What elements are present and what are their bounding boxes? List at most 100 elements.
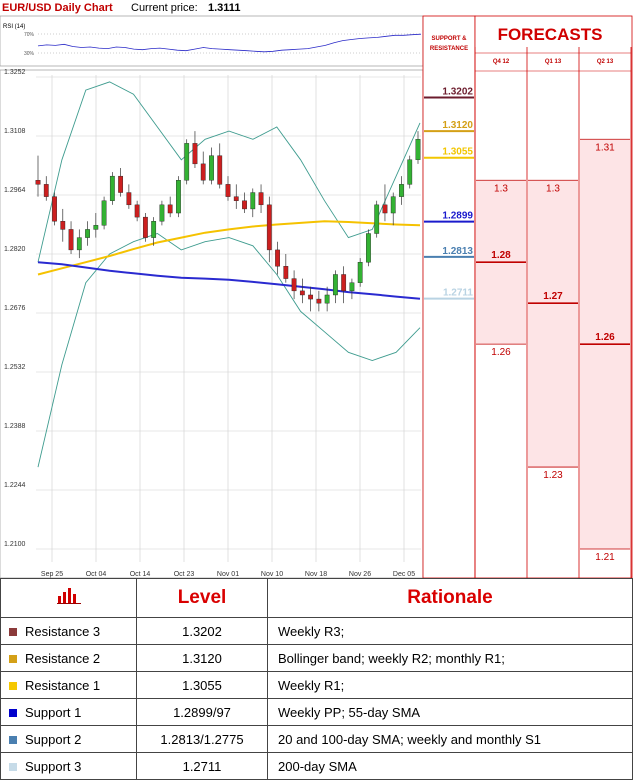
y-tick-label: 1.2964 bbox=[4, 187, 26, 194]
color-swatch bbox=[9, 628, 17, 637]
table-row: Support 3 1.2711 200-day SMA bbox=[0, 752, 633, 780]
rationale-cell: Weekly PP; 55-day SMA bbox=[267, 698, 633, 726]
chart-area: EUR/USD Daily Chart Current price: 1.311… bbox=[0, 2, 633, 578]
forecast-mark-label: 1.3 bbox=[494, 183, 508, 194]
candle-body bbox=[217, 155, 223, 185]
level-value-cell: 1.2813/1.2775 bbox=[136, 725, 268, 753]
level-name: Support 3 bbox=[25, 758, 82, 774]
color-swatch bbox=[9, 655, 17, 664]
bollinger-upper-line bbox=[37, 81, 421, 263]
candle-body bbox=[233, 196, 239, 201]
forecast-mark-label: 1.28 bbox=[491, 250, 511, 261]
level-label: 1.3055 bbox=[442, 147, 473, 158]
sma-200-line bbox=[37, 261, 421, 300]
table-row: Support 1 1.2899/97 Weekly PP; 55-day SMA bbox=[0, 698, 633, 726]
x-tick-label: Nov 01 bbox=[217, 571, 239, 578]
rationale-cell: 20 and 100-day SMA; weekly and monthly S… bbox=[267, 725, 633, 753]
candle-body bbox=[101, 200, 107, 226]
level-name-cell: Resistance 3 bbox=[0, 617, 137, 645]
color-swatch bbox=[9, 709, 17, 718]
level-label: 1.2711 bbox=[443, 288, 473, 299]
candle-body bbox=[275, 249, 280, 267]
table-row: Resistance 2 1.3120 Bollinger band; weekly… bbox=[0, 644, 633, 672]
level-name: Resistance 2 bbox=[25, 650, 101, 666]
candle-body bbox=[316, 298, 322, 304]
y-tick-label: 1.3108 bbox=[4, 128, 26, 135]
forecast-mark-label: 1.26 bbox=[491, 347, 511, 358]
y-tick-label: 1.2388 bbox=[4, 423, 26, 430]
level-value-cell: 1.3202 bbox=[136, 617, 268, 645]
candle-body bbox=[126, 192, 132, 206]
x-tick-label: Oct 04 bbox=[86, 571, 107, 578]
bar-chart-icon bbox=[0, 578, 137, 618]
candle-body bbox=[415, 139, 421, 160]
table-header-row: Level Rationale bbox=[0, 578, 633, 618]
candle-body bbox=[283, 266, 289, 279]
y-tick-label: 1.3252 bbox=[4, 69, 26, 76]
candle-body bbox=[332, 274, 338, 296]
level-name-cell: Resistance 1 bbox=[0, 671, 137, 699]
candle-body bbox=[52, 196, 57, 222]
forecast-mark-label: 1.27 bbox=[543, 291, 563, 302]
y-tick-label: 1.2532 bbox=[4, 364, 26, 371]
y-tick-label: 1.2676 bbox=[4, 305, 26, 312]
level-label: 1.3120 bbox=[442, 120, 473, 131]
rsi-tick-70: 70% bbox=[24, 32, 35, 38]
candle-body bbox=[200, 163, 206, 181]
candle-body bbox=[250, 192, 256, 210]
level-label: 1.2813 bbox=[442, 246, 473, 257]
rationale-cell: Weekly R3; bbox=[267, 617, 633, 645]
candle-body bbox=[76, 237, 82, 251]
level-name-cell: Support 3 bbox=[0, 752, 137, 780]
color-swatch bbox=[9, 763, 17, 772]
candle-body bbox=[341, 274, 347, 292]
candle-body bbox=[118, 175, 124, 193]
rsi-label: RSI (14) bbox=[3, 24, 25, 30]
candle-body bbox=[324, 294, 330, 304]
candle-body bbox=[192, 143, 198, 165]
candle-body bbox=[134, 204, 140, 218]
candle-body bbox=[142, 216, 148, 238]
candle-body bbox=[357, 261, 363, 283]
forecast-mark-label: 1.31 bbox=[595, 142, 615, 153]
candle-body bbox=[258, 192, 264, 206]
level-markers: 1.3202 1.3120 1.3055 1.2899 1.2813 1.2711 bbox=[424, 86, 474, 300]
x-tick-label: Dec 05 bbox=[393, 571, 415, 578]
candle-body bbox=[68, 229, 74, 251]
candle-body bbox=[299, 290, 305, 296]
candle-body bbox=[242, 200, 247, 210]
level-name-cell: Support 1 bbox=[0, 698, 137, 726]
candle-body bbox=[93, 225, 99, 230]
chart-title: EUR/USD Daily Chart bbox=[2, 2, 113, 14]
candles bbox=[35, 131, 421, 312]
forecast-range-box bbox=[528, 180, 578, 468]
candle-body bbox=[407, 159, 413, 185]
sr-panel bbox=[422, 15, 476, 578]
bollinger-lower-line bbox=[37, 233, 421, 468]
forecast-title: FORECASTS bbox=[498, 25, 603, 44]
color-swatch bbox=[9, 682, 17, 691]
candle-body bbox=[266, 204, 272, 251]
level-label: 1.3202 bbox=[442, 86, 473, 97]
candle-body bbox=[159, 204, 165, 222]
forecast-mark-label: 1.26 bbox=[595, 332, 615, 343]
rsi-panel bbox=[0, 15, 424, 67]
main-chart-panel bbox=[0, 69, 424, 578]
x-tick-label: Nov 18 bbox=[305, 571, 327, 578]
sma-55-line bbox=[37, 220, 421, 276]
moving-averages bbox=[37, 220, 421, 300]
candle-body bbox=[349, 282, 355, 292]
candle-body bbox=[184, 143, 190, 181]
x-tick-label: Oct 14 bbox=[130, 571, 151, 578]
candle-body bbox=[176, 180, 181, 214]
forecast-columns: Q4 12 1.3 1.28 1.26 Q1 13 1.3 1.27 1.23 Q2 13 1.3… bbox=[474, 47, 632, 578]
y-tick-label: 1.2100 bbox=[4, 541, 26, 548]
x-tick-label: Nov 10 bbox=[261, 571, 283, 578]
y-tick-label: 1.2820 bbox=[4, 246, 26, 253]
level-value-cell: 1.2711 bbox=[136, 752, 268, 780]
candle-body bbox=[167, 204, 173, 214]
candle-body bbox=[366, 233, 371, 263]
forecast-col-label: Q4 12 bbox=[493, 59, 510, 65]
level-value-cell: 1.3120 bbox=[136, 644, 268, 672]
header-level: Level bbox=[136, 578, 268, 618]
